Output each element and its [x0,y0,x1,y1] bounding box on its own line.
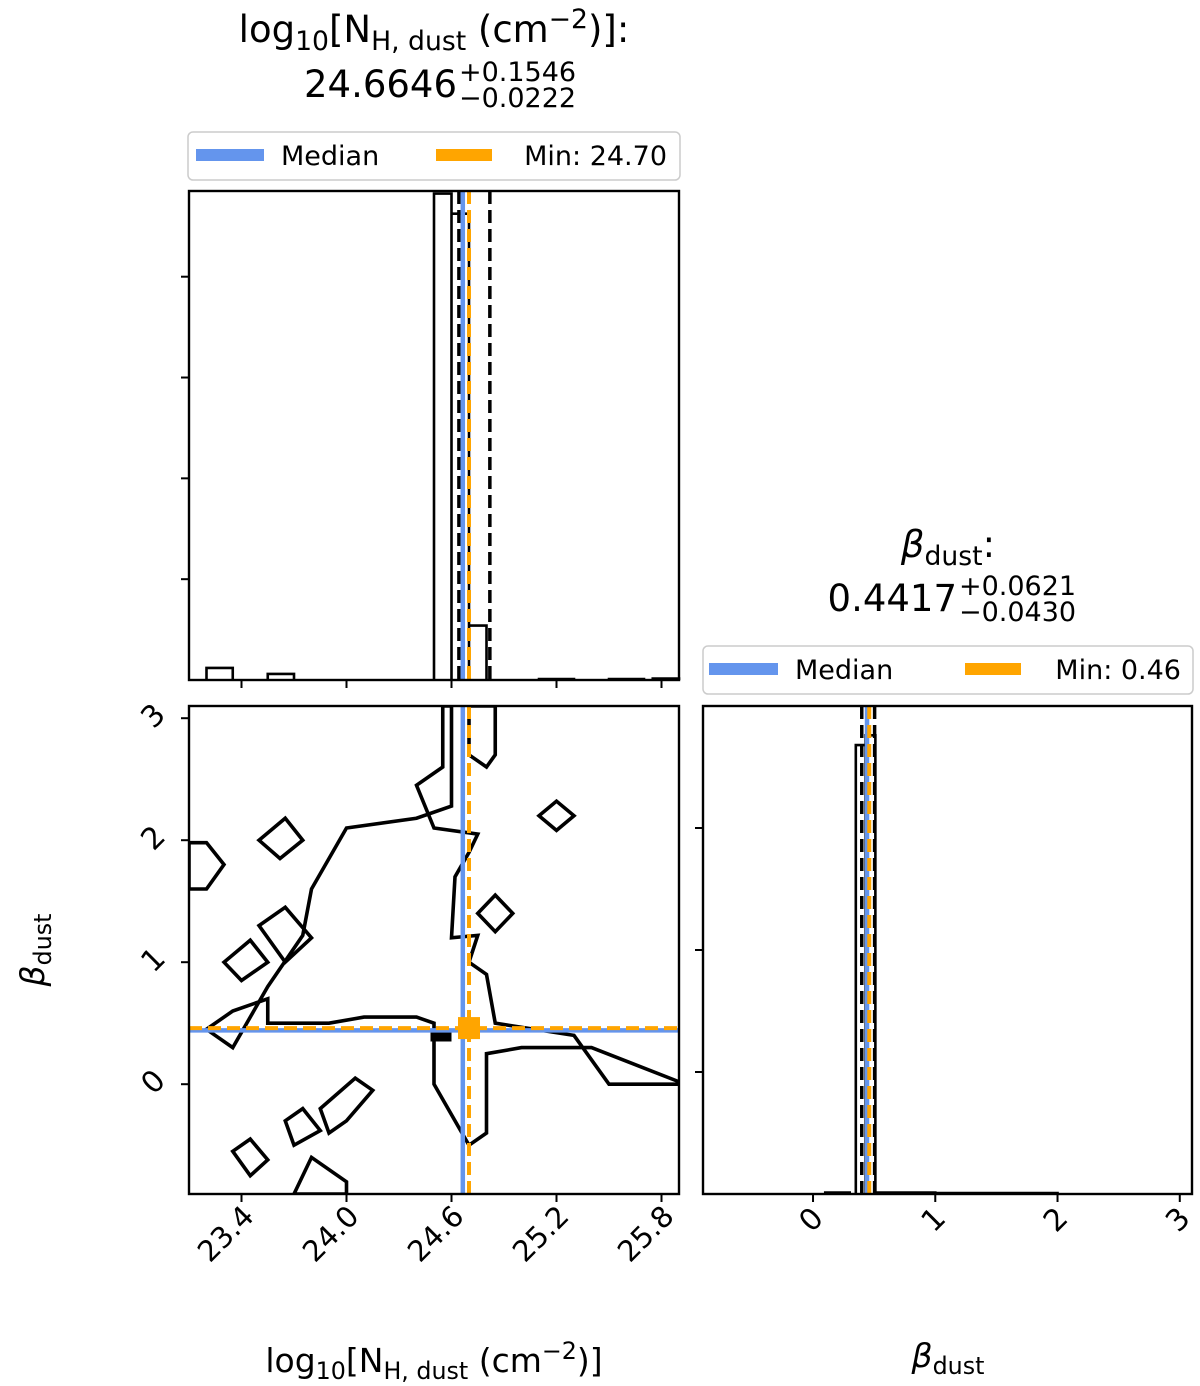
legend-beta-min-label: Min: 0.46 [1055,655,1181,686]
title-nh-err-minus: −0.0222 [459,83,576,114]
beta-xtick-label-2: 2 [1037,1201,1075,1239]
beta-ytick-label-0: 0 [134,1063,172,1101]
legend-nh-median-label: Median [281,141,379,172]
nh-xtick-label-3: 25.2 [506,1199,576,1269]
xlabel-beta: βdust [911,1336,985,1380]
contour-3 [536,798,577,833]
contour-0 [189,840,227,891]
contour-9 [283,1106,323,1148]
beta-xtick-label-3: 3 [1159,1201,1197,1239]
title-beta-median: 0.4417 [828,577,957,620]
contour-10 [230,1136,271,1179]
min-marker-2d [458,1017,480,1040]
nh-frame [187,189,681,682]
nh-xtick-label-1: 24.0 [296,1199,366,1269]
title-beta: βdust: 0.4417 +0.0621 −0.0430 [828,523,1077,628]
title-beta-err-plus: +0.0621 [959,571,1076,602]
beta-ytick-label-2: 2 [134,819,172,857]
legend-beta-median-label: Median [795,655,893,686]
contour-1 [203,706,679,1148]
beta-ytick-label-3: 3 [134,697,172,735]
contour-11 [292,1154,349,1194]
nh-xtick-label-2: 24.6 [401,1199,471,1269]
xlabel-nh: log10[NH, dust (cm−2)] [265,1337,602,1385]
contour-6 [221,937,271,983]
beta-xtick-label-1: 1 [915,1201,953,1239]
title-nh-median: 24.6646 [304,63,457,106]
contour-7 [475,892,516,935]
panel-2d-contours [189,706,679,1194]
nh-hist-steps [205,192,681,681]
nh-xtick-label-0: 23.4 [191,1199,261,1269]
title-nh-label: log10[NH, dust (cm−2)]: [239,4,630,57]
panel-2d-frame [187,704,681,1196]
legend-beta: Median Min: 0.46 [702,645,1194,695]
ylabel-beta: βdust [13,914,57,988]
panel-hist-beta: 0 1 2 3 [695,704,1197,1239]
title-beta-err-minus: −0.0430 [959,597,1076,628]
contour-5 [256,904,314,965]
beta-xtick-label-0: 0 [792,1201,830,1239]
title-nh-err-plus: +0.1546 [459,57,576,88]
contour-2 [467,706,498,770]
panel-hist-nh [181,189,681,688]
legend-nh: Median Min: 24.70 [187,131,681,181]
nh-xtick-label-4: 25.8 [611,1199,681,1269]
contour-4 [256,815,306,861]
panel-2d-contour: 23.4 24.0 24.6 25.2 25.8 0 1 2 3 [134,697,680,1269]
title-nh: log10[NH, dust (cm−2)]: 24.6646 +0.1546 … [239,4,630,114]
contour-8 [318,1075,376,1136]
legend-nh-min-label: Min: 24.70 [524,141,667,172]
title-beta-label: βdust: [900,523,995,572]
beta-ytick-label-1: 1 [134,941,172,979]
beta-frame [701,704,1194,1196]
